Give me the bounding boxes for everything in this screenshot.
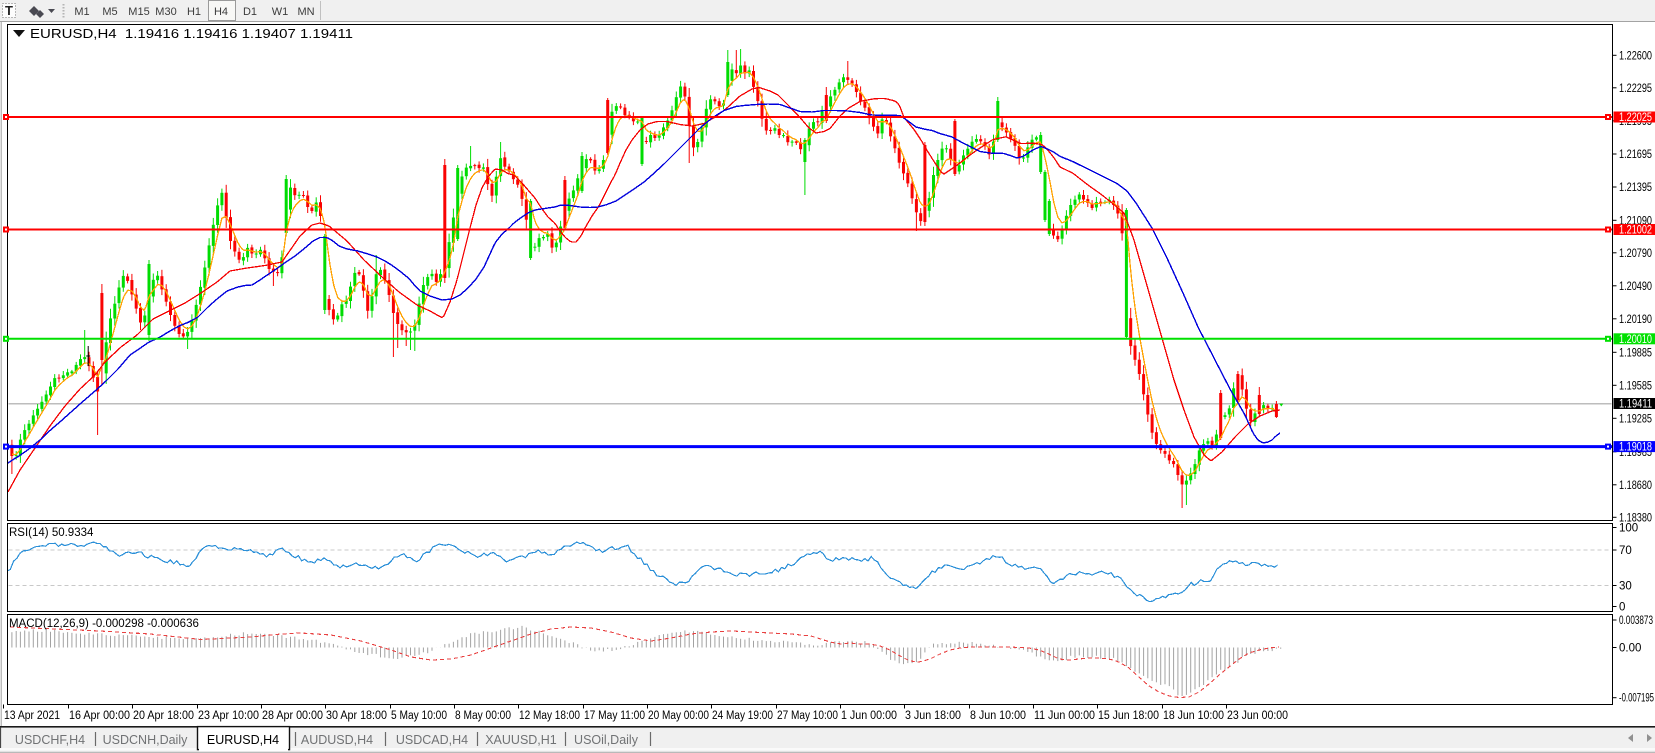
svg-text:USDCAD,H4: USDCAD,H4 (396, 733, 468, 747)
svg-text:USDCNH,Daily: USDCNH,Daily (103, 733, 188, 747)
svg-text:23 Apr 10:00: 23 Apr 10:00 (198, 710, 259, 722)
svg-text:3 Jun 18:00: 3 Jun 18:00 (905, 710, 961, 722)
svg-text:EURUSD,H4: EURUSD,H4 (207, 733, 279, 747)
svg-text:XAUUSD,H1: XAUUSD,H1 (485, 733, 557, 747)
svg-text:24 May 19:00: 24 May 19:00 (712, 710, 773, 722)
svg-text:1 Jun 00:00: 1 Jun 00:00 (841, 710, 897, 722)
svg-text:20 May 00:00: 20 May 00:00 (648, 710, 709, 722)
svg-text:1.19018: 1.19018 (1619, 442, 1652, 454)
svg-text:USOil,Daily: USOil,Daily (574, 733, 639, 747)
svg-text:M30: M30 (155, 6, 176, 18)
svg-text:27 May 10:00: 27 May 10:00 (777, 710, 838, 722)
svg-text:1.22600: 1.22600 (1619, 50, 1652, 62)
svg-text:1.18680: 1.18680 (1619, 480, 1652, 492)
svg-text:M15: M15 (128, 6, 149, 18)
svg-text:1.20190: 1.20190 (1619, 314, 1652, 326)
svg-text:MN: MN (297, 6, 314, 18)
svg-text:H4: H4 (214, 6, 228, 18)
svg-text:1.20490: 1.20490 (1619, 281, 1652, 293)
svg-text:5 May 10:00: 5 May 10:00 (391, 710, 447, 722)
svg-text:1.21395: 1.21395 (1619, 182, 1652, 194)
svg-text:1.19285: 1.19285 (1619, 413, 1652, 425)
svg-text:1.21695: 1.21695 (1619, 149, 1652, 161)
svg-text:1.21002: 1.21002 (1619, 225, 1652, 237)
svg-text:100: 100 (1619, 523, 1638, 535)
svg-text:M1: M1 (74, 6, 89, 18)
svg-text:30: 30 (1619, 581, 1632, 593)
svg-text:AUDUSD,H4: AUDUSD,H4 (301, 733, 373, 747)
svg-text:12 May 18:00: 12 May 18:00 (519, 710, 580, 722)
svg-text:28 Apr 00:00: 28 Apr 00:00 (262, 710, 323, 722)
svg-text:8 Jun 10:00: 8 Jun 10:00 (970, 710, 1026, 722)
svg-text:20 Apr 18:00: 20 Apr 18:00 (133, 710, 194, 722)
svg-text:1.20010: 1.20010 (1619, 334, 1652, 346)
svg-text:16 Apr 00:00: 16 Apr 00:00 (69, 710, 130, 722)
svg-text:H1: H1 (187, 6, 201, 18)
svg-text:30 Apr 18:00: 30 Apr 18:00 (326, 710, 387, 722)
svg-text:RSI(14) 50.9334: RSI(14) 50.9334 (9, 527, 94, 539)
svg-text:15 Jun 18:00: 15 Jun 18:00 (1098, 710, 1159, 722)
svg-text:0.003873: 0.003873 (1619, 615, 1653, 627)
svg-text:W1: W1 (272, 6, 289, 18)
svg-text:1.18380: 1.18380 (1619, 512, 1652, 524)
svg-text:1.22295: 1.22295 (1619, 83, 1652, 95)
svg-text:23 Jun 00:00: 23 Jun 00:00 (1227, 710, 1288, 722)
svg-text:M5: M5 (102, 6, 117, 18)
svg-text:EURUSD,H4 1.19416 1.19416 1.1: EURUSD,H4 1.19416 1.19416 1.19407 1.1941… (30, 26, 353, 41)
svg-text:D1: D1 (243, 6, 257, 18)
svg-text:8 May 00:00: 8 May 00:00 (455, 710, 511, 722)
svg-text:USDCHF,H4: USDCHF,H4 (15, 733, 85, 747)
svg-text:MACD(12,26,9) -0.000298 -0.000: MACD(12,26,9) -0.000298 -0.000636 (9, 618, 199, 630)
svg-text:1.19411: 1.19411 (1619, 399, 1652, 411)
svg-text:-0.007195: -0.007195 (1619, 693, 1654, 705)
svg-text:T: T (5, 3, 13, 18)
svg-text:11 Jun 00:00: 11 Jun 00:00 (1034, 710, 1095, 722)
svg-text:0: 0 (1619, 602, 1625, 614)
svg-text:1.19885: 1.19885 (1619, 347, 1652, 359)
svg-text:1.22025: 1.22025 (1619, 112, 1652, 124)
svg-text:17 May 11:00: 17 May 11:00 (584, 710, 645, 722)
svg-text:1.19585: 1.19585 (1619, 380, 1652, 392)
svg-text:70: 70 (1619, 545, 1632, 557)
svg-text:1.20790: 1.20790 (1619, 248, 1652, 260)
svg-text:0.00: 0.00 (1619, 643, 1641, 655)
svg-text:13 Apr 2021: 13 Apr 2021 (4, 710, 60, 722)
svg-text:18 Jun 10:00: 18 Jun 10:00 (1163, 710, 1224, 722)
